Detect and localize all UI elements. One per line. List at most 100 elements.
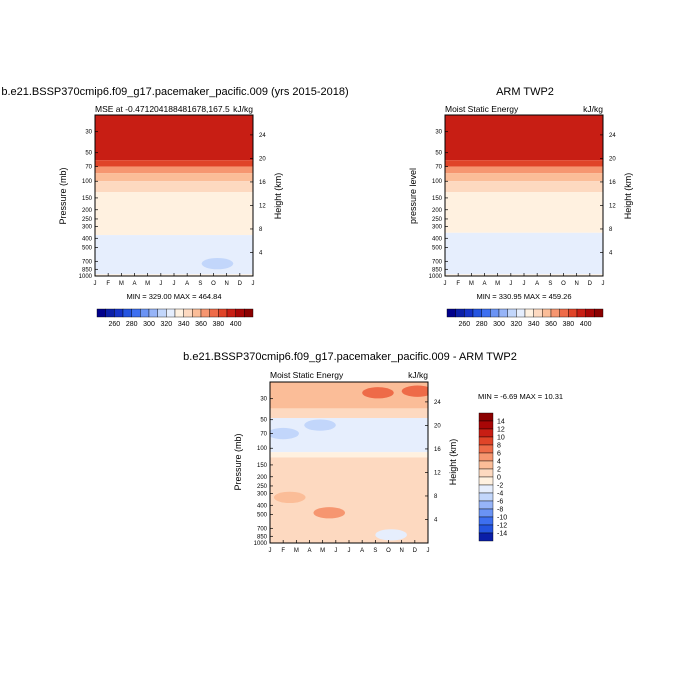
colorbar-swatch xyxy=(446,308,456,318)
colorbar-swatch xyxy=(478,452,494,462)
panel-left-label: MSE at -0.471204188481678,167.5 xyxy=(95,104,230,114)
x-tick-label: J xyxy=(269,548,272,554)
y-tick-label: 850 xyxy=(257,534,268,540)
contour-cell xyxy=(201,257,234,270)
x-tick-label: J xyxy=(173,281,176,287)
x-tick-label: S xyxy=(548,281,552,287)
x-tick-label: D xyxy=(588,281,593,287)
colorbar-tick-label: 14 xyxy=(497,419,505,426)
contour-cell xyxy=(401,385,428,397)
x-tick-label: F xyxy=(281,548,285,554)
colorbar-swatch xyxy=(96,308,106,318)
colorbar-swatch xyxy=(114,308,124,318)
colorbar-swatch xyxy=(478,436,494,446)
colorbar-tick-label: 300 xyxy=(143,321,155,328)
colorbar-tick-label: 2 xyxy=(497,467,501,474)
x-tick-label: M xyxy=(145,281,150,287)
x-tick-label: J xyxy=(444,281,447,287)
y2-tick-label: 20 xyxy=(259,156,266,162)
colorbar-swatch xyxy=(550,308,560,318)
contour-cell xyxy=(375,529,407,541)
y-tick-label: 50 xyxy=(260,418,267,424)
colorbar-swatch xyxy=(209,308,219,318)
contour-band xyxy=(445,160,603,167)
x-tick-label: S xyxy=(198,281,202,287)
y2-tick-label: 4 xyxy=(434,517,438,523)
y-tick-label: 30 xyxy=(85,130,92,136)
colorbar-tick-label: 280 xyxy=(126,321,138,328)
contour-band xyxy=(270,452,428,458)
colorbar-swatch xyxy=(478,476,494,486)
y-tick-label: 150 xyxy=(432,196,443,202)
x-tick-label: J xyxy=(252,281,255,287)
colorbar-swatch xyxy=(478,516,494,526)
y-tick-label: 250 xyxy=(82,217,93,223)
colorbar-tick-label: -8 xyxy=(497,507,503,514)
y2-tick-label: 16 xyxy=(259,180,266,186)
x-tick-label: O xyxy=(561,281,566,287)
colorbar-tick-label: 260 xyxy=(458,321,470,328)
x-tick-label: M xyxy=(495,281,500,287)
y2-tick-label: 12 xyxy=(259,203,266,209)
y-tick-label: 500 xyxy=(432,245,443,251)
y-tick-label: 70 xyxy=(260,432,267,438)
colorbar-swatch xyxy=(478,532,494,542)
colorbar-tick-label: -14 xyxy=(497,531,507,538)
colorbar-swatch xyxy=(594,308,604,318)
panel-right-label: kJ/kg xyxy=(583,104,603,114)
y2-tick-label: 20 xyxy=(434,423,441,429)
x-tick-label: A xyxy=(360,548,364,554)
contour-cell xyxy=(313,507,346,519)
colorbar-swatch xyxy=(244,308,254,318)
colorbar-tick-label: 400 xyxy=(230,321,242,328)
contour-cell xyxy=(362,387,394,399)
x-tick-label: J xyxy=(523,281,526,287)
x-tick-label: F xyxy=(106,281,110,287)
x-tick-label: D xyxy=(413,548,418,554)
contour-band xyxy=(95,115,253,161)
x-tick-label: M xyxy=(320,548,325,554)
colorbar-tick-label: 12 xyxy=(497,427,505,434)
colorbar-swatch xyxy=(131,308,141,318)
contour-field xyxy=(445,115,603,276)
colorbar-swatch xyxy=(478,492,494,502)
contour-band xyxy=(270,382,428,409)
y-tick-label: 70 xyxy=(435,165,442,171)
colorbar-swatch xyxy=(478,500,494,510)
colorbar-swatch xyxy=(490,308,500,318)
colorbar-tick-label: 380 xyxy=(562,321,574,328)
colorbar-swatch xyxy=(478,444,494,454)
x-tick-label: J xyxy=(159,281,162,287)
contour-band xyxy=(95,160,253,167)
colorbar-swatch xyxy=(192,308,202,318)
colorbar-tick-label: 6 xyxy=(497,451,501,458)
x-tick-label: M xyxy=(469,281,474,287)
colorbar-swatch xyxy=(218,308,228,318)
colorbar-swatch xyxy=(464,308,474,318)
y2-tick-label: 16 xyxy=(609,180,616,186)
x-tick-label: J xyxy=(94,281,97,287)
contour-band xyxy=(445,115,603,161)
colorbar-tick-label: 260 xyxy=(108,321,120,328)
colorbar-swatch xyxy=(235,308,245,318)
y2-axis-title: Height (km) xyxy=(448,439,458,486)
colorbar-swatch xyxy=(157,308,167,318)
y-tick-label: 100 xyxy=(257,446,268,452)
y2-axis-title: Height (km) xyxy=(273,173,283,220)
y-tick-label: 1000 xyxy=(429,274,443,280)
x-tick-label: J xyxy=(602,281,605,287)
contour-field xyxy=(95,115,253,276)
contour-band xyxy=(445,192,603,233)
contour-band xyxy=(445,173,603,182)
colorbar-tick-label: 8 xyxy=(497,443,501,450)
x-tick-label: A xyxy=(535,281,539,287)
x-tick-label: J xyxy=(427,548,430,554)
x-tick-label: A xyxy=(307,548,311,554)
colorbar-tick-label: 400 xyxy=(580,321,592,328)
contour-band xyxy=(270,408,428,419)
colorbar-tick-label: 10 xyxy=(497,435,505,442)
